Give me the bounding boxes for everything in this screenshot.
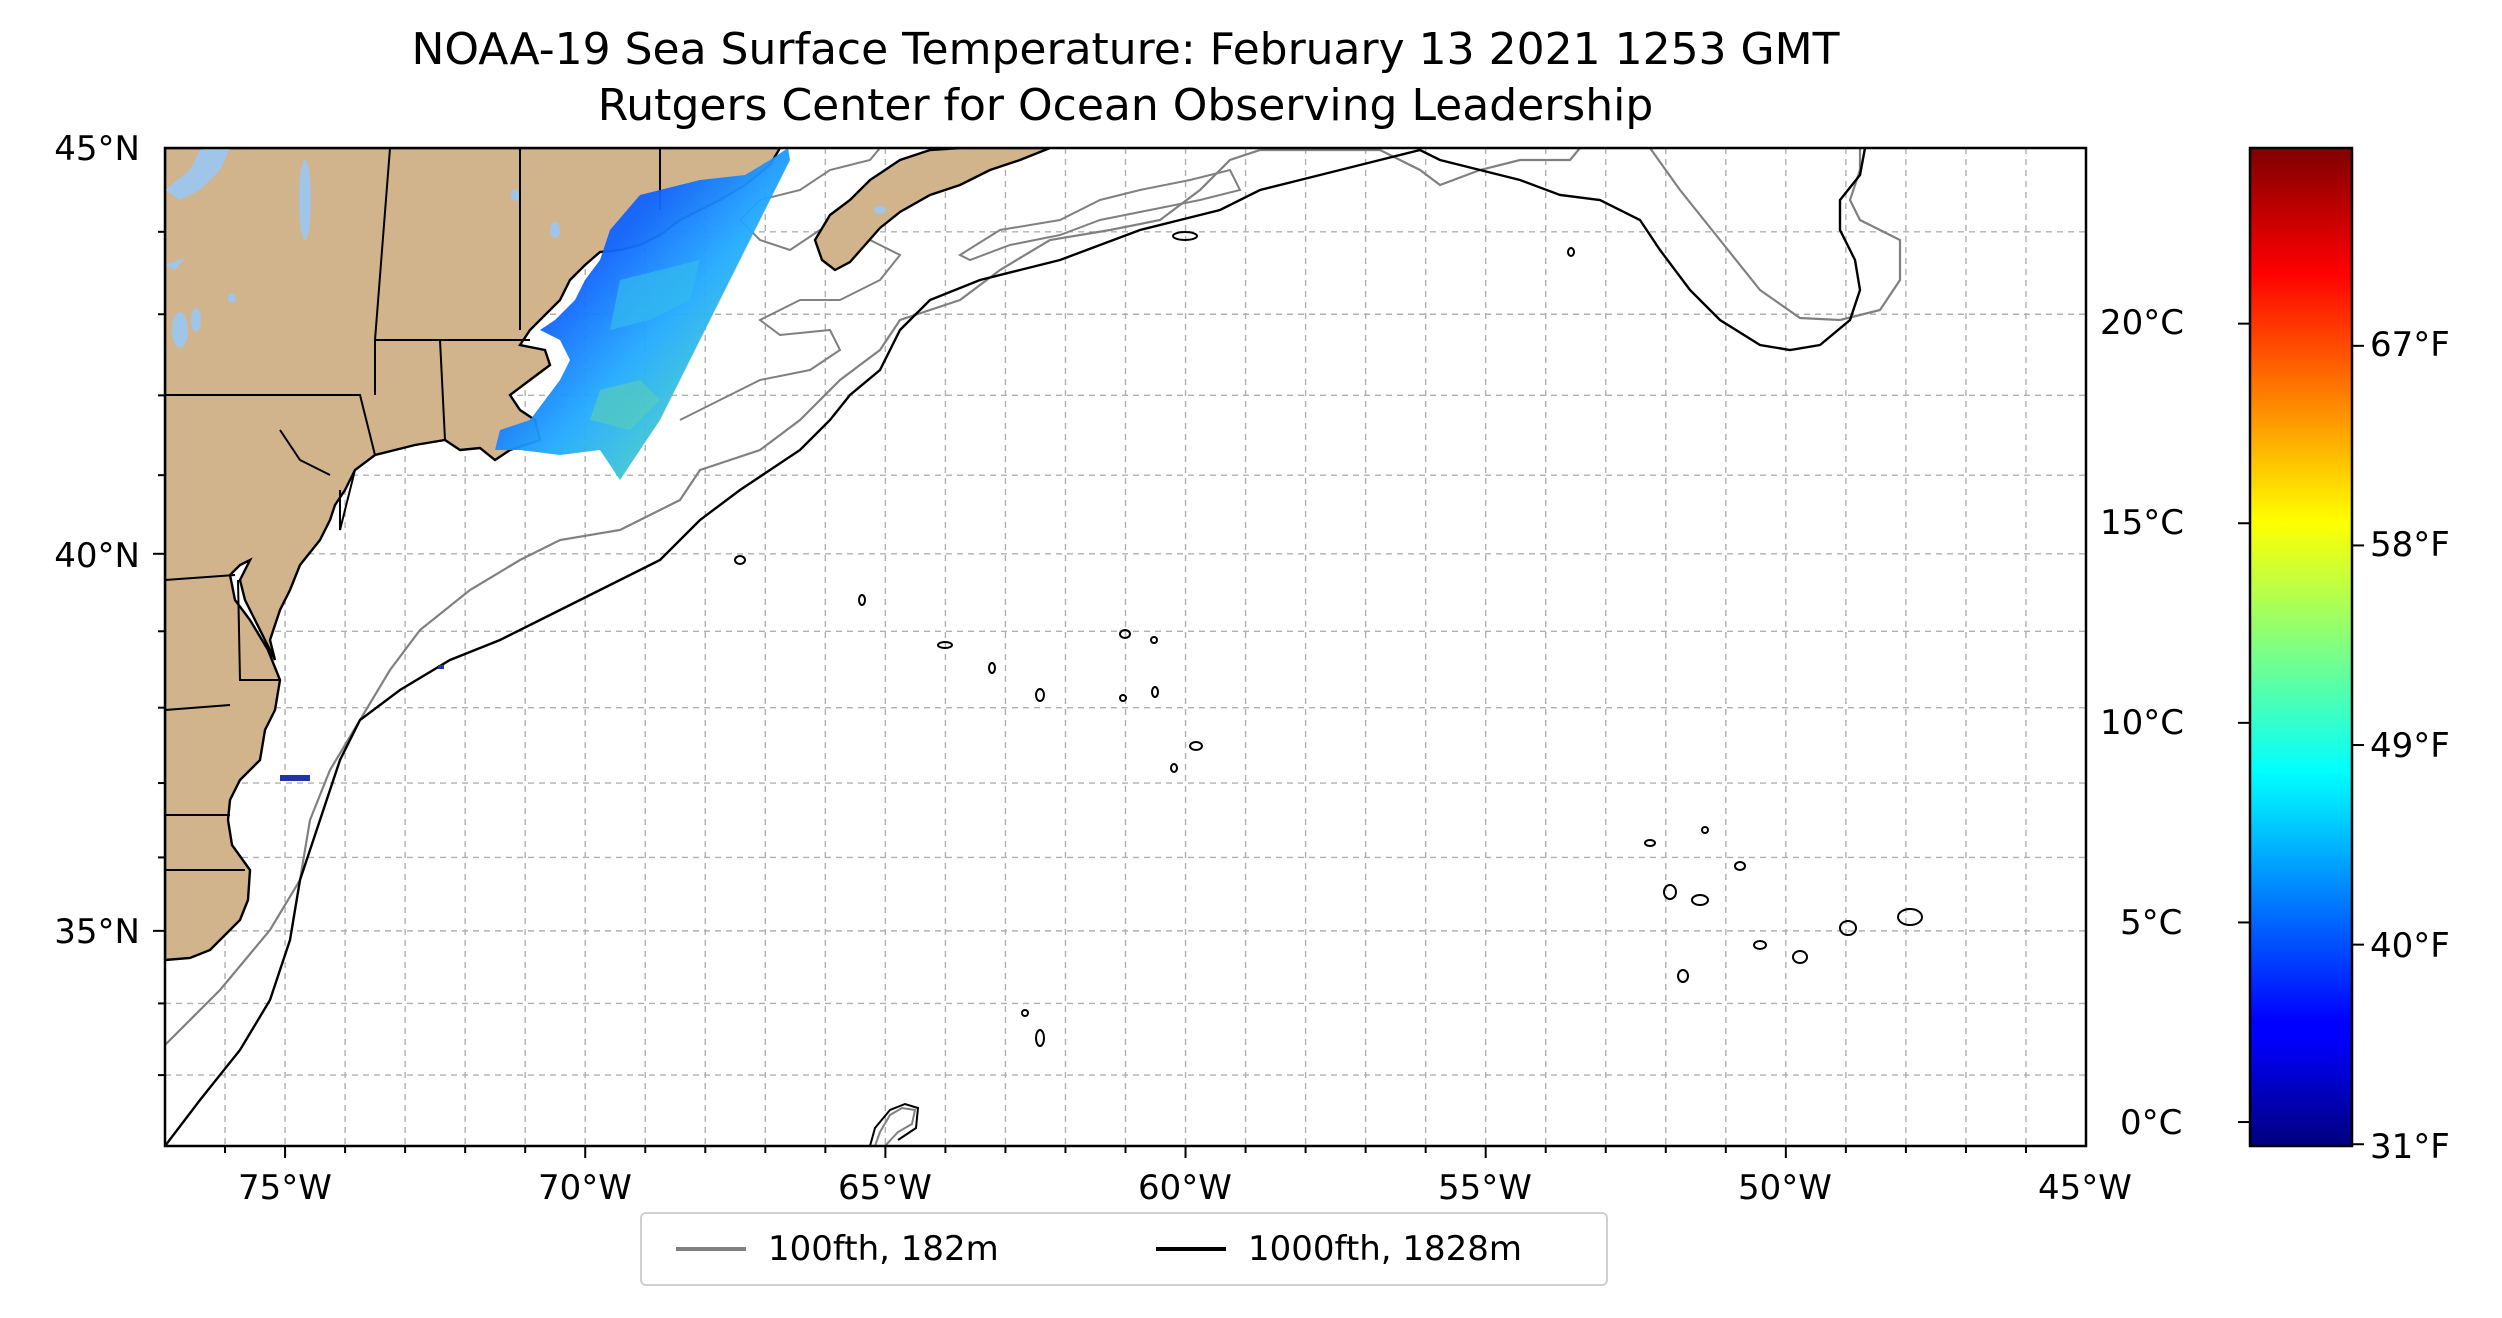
colorbar-label-0c: 0°C xyxy=(2120,1103,2183,1143)
colorbar-ticks xyxy=(2238,322,2364,1146)
lon-label-45w: 45°W xyxy=(2038,1168,2132,1208)
state-borders xyxy=(165,148,661,871)
figure-title: NOAA-19 Sea Surface Temperature: Februar… xyxy=(411,24,1840,75)
colorbar-label-31f: 31°F xyxy=(2370,1127,2450,1167)
lat-label-40n: 40°N xyxy=(54,536,140,576)
lon-label-70w: 70°W xyxy=(538,1168,632,1208)
lat-label-35n: 35°N xyxy=(54,912,140,952)
isobath-1000fth xyxy=(165,148,1867,1146)
colorbar-label-5c: 5°C xyxy=(2120,903,2183,943)
colorbar-label-20c: 20°C xyxy=(2100,303,2185,343)
legend-swatch-gray xyxy=(676,1247,746,1251)
figure-subtitle: Rutgers Center for Ocean Observing Leade… xyxy=(597,80,1654,131)
lon-label-75w: 75°W xyxy=(238,1168,332,1208)
lon-label-65w: 65°W xyxy=(838,1168,932,1208)
legend-swatch-black xyxy=(1156,1247,1226,1251)
colorbar xyxy=(2248,146,2354,1148)
legend: 100fth, 182m 1000fth, 1828m xyxy=(640,1212,1608,1286)
colorbar-label-40f: 40°F xyxy=(2370,926,2450,966)
lat-label-45n: 45°N xyxy=(54,129,140,169)
legend-item-1000fth: 1000fth, 1828m xyxy=(1156,1214,1522,1284)
colorbar-label-10c: 10°C xyxy=(2100,703,2185,743)
sst-swath xyxy=(280,148,790,781)
seamounts xyxy=(734,231,1923,1146)
lon-label-50w: 50°W xyxy=(1738,1168,1832,1208)
legend-item-100fth: 100fth, 182m xyxy=(676,1214,999,1284)
legend-label: 1000fth, 1828m xyxy=(1248,1229,1523,1269)
isobath-100fth-gulf-maine xyxy=(679,148,902,421)
colorbar-label-67f: 67°F xyxy=(2370,325,2450,365)
colorbar-label-15c: 15°C xyxy=(2100,503,2185,543)
isobath-100fth xyxy=(165,148,1902,1046)
lakes xyxy=(165,148,886,348)
colorbar-label-49f: 49°F xyxy=(2370,726,2450,766)
legend-label: 100fth, 182m xyxy=(768,1229,999,1269)
lon-label-55w: 55°W xyxy=(1438,1168,1532,1208)
axis-ticks xyxy=(153,230,2027,1158)
isobath-100fth-banks xyxy=(957,168,1242,262)
colorbar-label-58f: 58°F xyxy=(2370,525,2450,565)
lon-label-60w: 60°W xyxy=(1138,1168,1232,1208)
